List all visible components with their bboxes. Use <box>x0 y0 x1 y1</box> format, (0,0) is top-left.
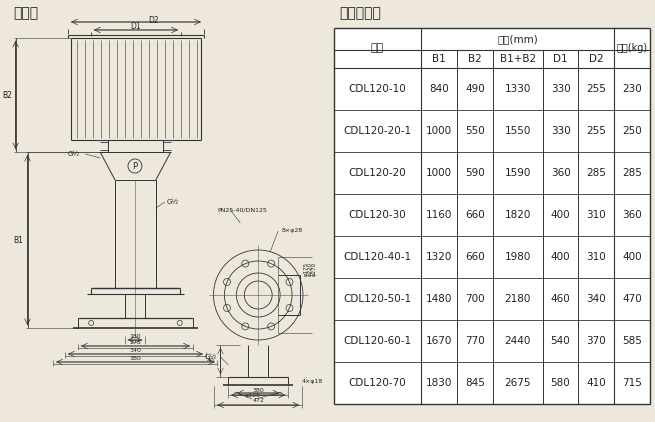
Text: 360: 360 <box>622 210 642 220</box>
Text: 230: 230 <box>622 84 642 94</box>
Text: 585: 585 <box>622 336 642 346</box>
Text: 重量(kg): 重量(kg) <box>616 43 648 53</box>
Text: CDL120-20-1: CDL120-20-1 <box>343 126 411 136</box>
Text: CDL120-30: CDL120-30 <box>348 210 407 220</box>
Text: 1550: 1550 <box>504 126 531 136</box>
Text: 410: 410 <box>586 378 607 388</box>
Text: 1160: 1160 <box>426 210 453 220</box>
Text: 尺寸和重量: 尺寸和重量 <box>340 6 382 20</box>
Text: 255: 255 <box>586 84 607 94</box>
Text: 360: 360 <box>551 168 571 178</box>
Text: D2: D2 <box>149 16 159 24</box>
Text: 700: 700 <box>465 294 485 304</box>
Text: 275: 275 <box>130 340 141 344</box>
Text: 2675: 2675 <box>504 378 531 388</box>
Text: φ270: φ270 <box>311 262 316 276</box>
Text: 310: 310 <box>586 252 607 262</box>
Text: 1480: 1480 <box>426 294 453 304</box>
Text: 380: 380 <box>252 389 264 393</box>
Text: B1: B1 <box>14 235 24 244</box>
Text: 2440: 2440 <box>504 336 531 346</box>
Text: 1980: 1980 <box>504 252 531 262</box>
Text: 490: 490 <box>465 84 485 94</box>
Text: G½: G½ <box>67 151 79 157</box>
Text: 8×φ28: 8×φ28 <box>282 227 303 233</box>
Text: CDL120-50-1: CDL120-50-1 <box>343 294 411 304</box>
Text: CDL120-60-1: CDL120-60-1 <box>343 336 411 346</box>
Text: 尺寸(mm): 尺寸(mm) <box>497 34 538 44</box>
Text: P: P <box>132 162 138 170</box>
Text: 1670: 1670 <box>426 336 453 346</box>
Text: D1: D1 <box>130 22 141 30</box>
Text: B1: B1 <box>432 54 446 64</box>
Text: 1000: 1000 <box>426 126 453 136</box>
Text: φ125: φ125 <box>244 392 260 398</box>
Bar <box>334 28 650 404</box>
Text: G½: G½ <box>166 199 179 205</box>
Text: 400: 400 <box>551 210 571 220</box>
Text: 470: 470 <box>622 294 642 304</box>
Text: 472: 472 <box>252 398 264 403</box>
Text: 380: 380 <box>130 355 141 360</box>
Text: 40: 40 <box>206 359 214 363</box>
Text: 460: 460 <box>551 294 571 304</box>
Text: 285: 285 <box>586 168 607 178</box>
Text: 4×φ18: 4×φ18 <box>302 379 323 384</box>
Text: 340: 340 <box>130 347 141 352</box>
Text: 550: 550 <box>465 126 485 136</box>
Text: φ175: φ175 <box>303 262 309 276</box>
Text: 400: 400 <box>551 252 571 262</box>
Text: 285: 285 <box>622 168 642 178</box>
Text: B2: B2 <box>468 54 482 64</box>
Text: 660: 660 <box>465 210 485 220</box>
Text: 1830: 1830 <box>426 378 453 388</box>
Text: 340: 340 <box>586 294 607 304</box>
Text: φ220: φ220 <box>307 262 312 276</box>
Text: 1330: 1330 <box>504 84 531 94</box>
Text: CDL120-70: CDL120-70 <box>348 378 407 388</box>
Text: 330: 330 <box>551 84 571 94</box>
Text: 1320: 1320 <box>426 252 453 262</box>
Text: 型号: 型号 <box>371 43 384 53</box>
Text: 660: 660 <box>465 252 485 262</box>
Text: 2180: 2180 <box>504 294 531 304</box>
Text: B1+B2: B1+B2 <box>500 54 536 64</box>
Text: 330: 330 <box>551 126 571 136</box>
Text: 580: 580 <box>551 378 571 388</box>
Text: 安装图: 安装图 <box>14 6 39 20</box>
Text: D2: D2 <box>589 54 604 64</box>
Text: G½: G½ <box>204 354 217 360</box>
Text: 1590: 1590 <box>504 168 531 178</box>
Text: CDL120-20: CDL120-20 <box>348 168 407 178</box>
Text: 590: 590 <box>465 168 485 178</box>
Text: 715: 715 <box>622 378 642 388</box>
Text: PN25-40/DN125: PN25-40/DN125 <box>217 208 267 213</box>
Text: 1820: 1820 <box>504 210 531 220</box>
Text: 540: 540 <box>551 336 571 346</box>
Text: 840: 840 <box>429 84 449 94</box>
Text: CDL120-40-1: CDL120-40-1 <box>343 252 411 262</box>
Text: 255: 255 <box>586 126 607 136</box>
Text: 845: 845 <box>465 378 485 388</box>
Text: 310: 310 <box>586 210 607 220</box>
Text: 180: 180 <box>129 333 141 338</box>
Text: 770: 770 <box>465 336 485 346</box>
Text: CDL120-10: CDL120-10 <box>348 84 407 94</box>
Text: 250: 250 <box>622 126 642 136</box>
Text: 370: 370 <box>586 336 607 346</box>
Text: B2: B2 <box>2 90 12 100</box>
Text: 400: 400 <box>622 252 642 262</box>
Text: D1: D1 <box>553 54 568 64</box>
Text: 1000: 1000 <box>426 168 453 178</box>
